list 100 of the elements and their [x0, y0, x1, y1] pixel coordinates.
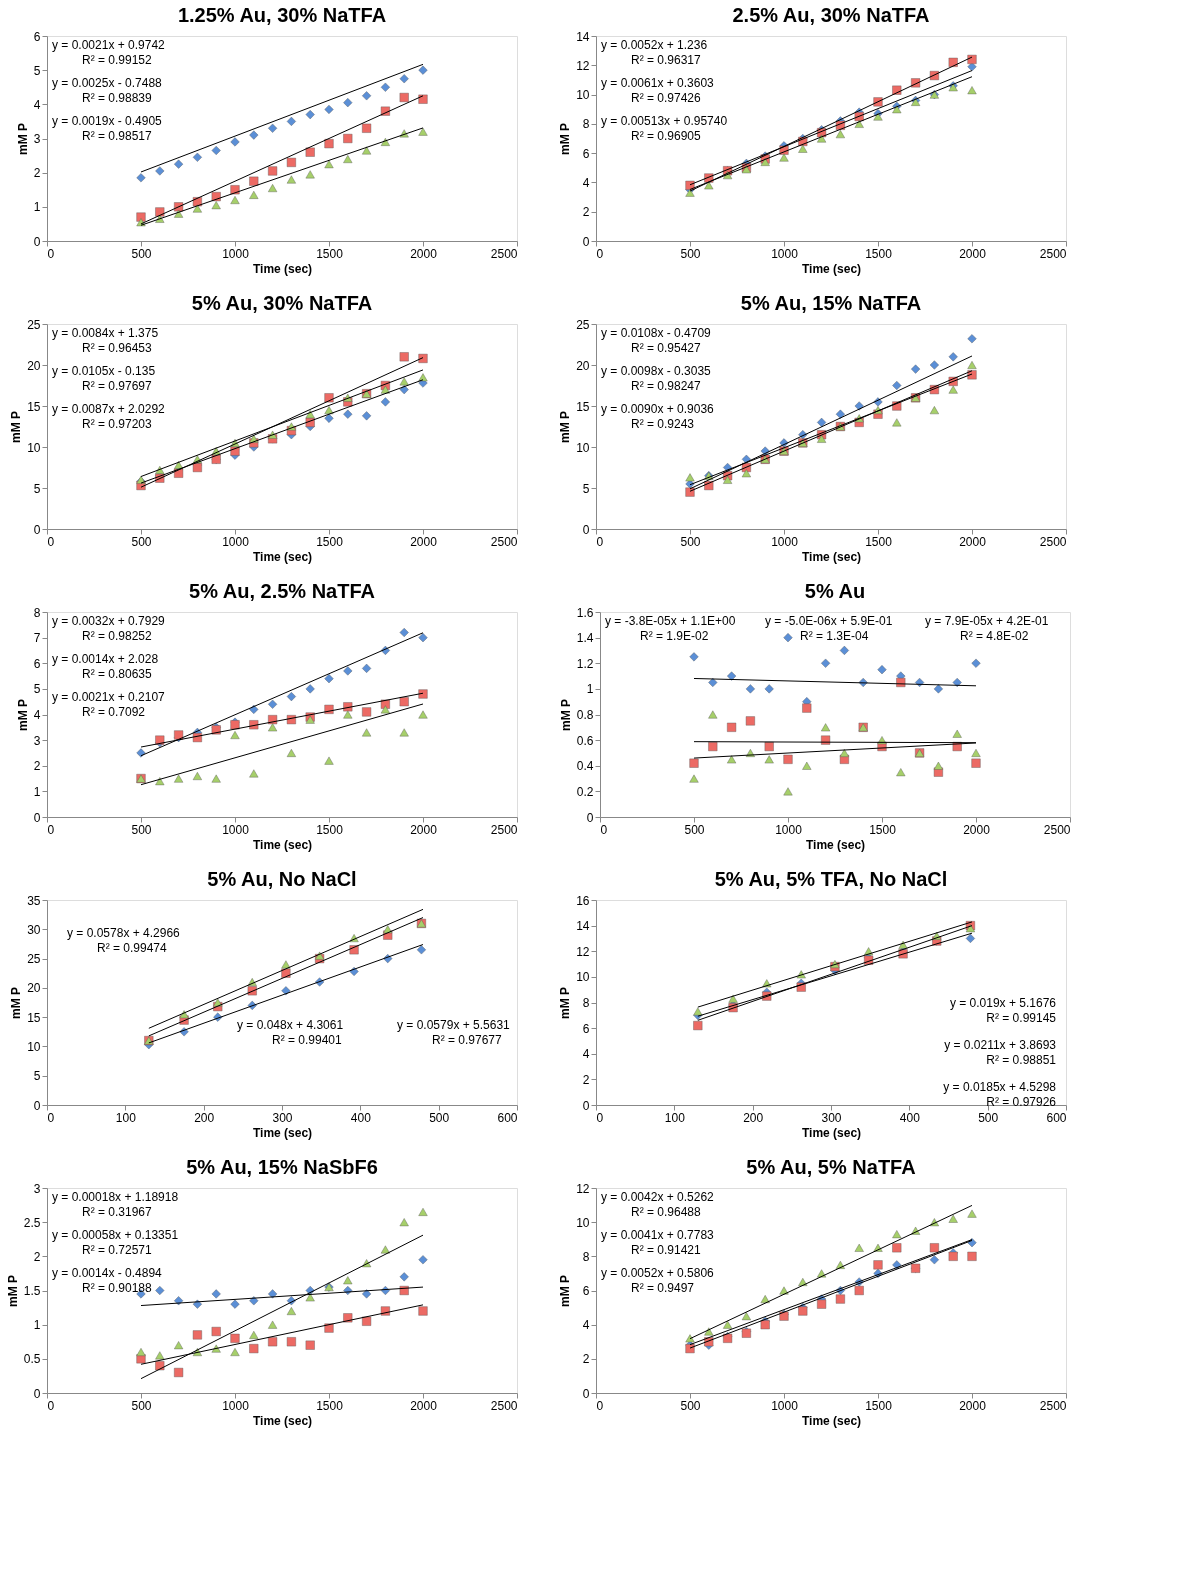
x-tick-label: 100 — [115, 1110, 137, 1125]
annotation: R² = 0.98851 — [986, 1053, 1057, 1067]
chart-title: 5% Au, 5% TFA, No NaCl — [714, 868, 948, 890]
annotation: R² = 0.96317 — [631, 53, 702, 67]
annotation: R² = 0.9243 — [631, 417, 695, 431]
x-tick-label: 1500 — [865, 246, 893, 261]
x-tick-label: 300 — [272, 1110, 293, 1125]
annotation: y = 0.0014x - 0.4894 — [52, 1266, 163, 1280]
x-axis-title: Time (sec) — [801, 1125, 862, 1140]
y-tick-label: 14 — [576, 919, 590, 934]
annotation: y = 0.048x + 4.3061 — [237, 1018, 344, 1032]
y-axis-title: mM P — [15, 122, 30, 156]
x-axis-title: Time (sec) — [801, 549, 862, 564]
y-axis-title: mM P — [558, 410, 573, 444]
y-tick-label: 2 — [582, 1072, 590, 1087]
annotation: R² = 0.98517 — [82, 129, 153, 143]
x-tick-label: 1000 — [222, 1398, 250, 1413]
annotation: R² = 0.99474 — [97, 941, 168, 955]
x-tick-label: 2500 — [1043, 822, 1071, 837]
annotation: y = -3.8E-05x + 1.1E+00 — [605, 614, 736, 628]
annotation: y = 0.00018x + 1.18918 — [52, 1190, 179, 1204]
y-tick-label: 12 — [576, 944, 590, 959]
y-tick-label: 0.5 — [23, 1352, 41, 1367]
annotation: R² = 1.9E-02 — [640, 629, 709, 643]
x-tick-label: 1000 — [771, 534, 799, 549]
x-tick-label: 500 — [684, 822, 705, 837]
x-tick-label: 1500 — [865, 534, 893, 549]
annotation: R² = 0.9497 — [631, 1281, 695, 1295]
x-tick-label: 2500 — [490, 1398, 518, 1413]
y-axis-title: mM P — [5, 1274, 20, 1308]
annotation: R² = 0.97426 — [631, 91, 702, 105]
y-tick-label: 0 — [582, 1098, 590, 1113]
y-tick-label: 1.6 — [576, 605, 594, 620]
y-tick-label: 4 — [582, 1047, 590, 1062]
x-tick-label: 500 — [131, 1398, 152, 1413]
annotation: R² = 0.99152 — [82, 53, 153, 67]
x-tick-label: 300 — [821, 1110, 842, 1125]
y-tick-label: 10 — [576, 1215, 590, 1230]
y-axis-title: mM P — [9, 986, 24, 1020]
chart-title: 5% Au, 30% NaTFA — [191, 292, 373, 314]
x-axis-title: Time (sec) — [252, 1125, 313, 1140]
chart-title: 5% Au, 5% NaTFA — [746, 1156, 916, 1178]
x-tick-label: 500 — [131, 534, 152, 549]
annotation: R² = 0.96453 — [82, 341, 153, 355]
x-tick-label: 1500 — [865, 1398, 893, 1413]
y-tick-label: 0 — [33, 522, 41, 537]
y-tick-label: 6 — [582, 1284, 590, 1298]
y-tick-label: 8 — [582, 996, 590, 1010]
annotation: R² = 0.97697 — [82, 379, 153, 393]
chart-title: 2.5% Au, 30% NaTFA — [732, 4, 930, 26]
x-tick-label: 2500 — [490, 246, 518, 261]
x-tick-label: 400 — [350, 1110, 372, 1125]
annotation: R² = 0.97203 — [82, 417, 153, 431]
y-axis-title: mM P — [558, 122, 573, 156]
y-tick-label: 12 — [576, 58, 590, 73]
x-tick-label: 0 — [596, 534, 604, 549]
y-tick-label: 0.6 — [576, 733, 594, 748]
x-tick-label: 0 — [596, 1398, 604, 1413]
y-tick-label: 0 — [582, 1386, 590, 1401]
y-tick-label: 15 — [27, 399, 41, 414]
y-tick-label: 20 — [576, 358, 590, 373]
y-tick-label: 5 — [33, 63, 41, 78]
chart-title: 5% Au, 15% NaSbF6 — [186, 1156, 378, 1178]
annotation: y = 0.0098x - 0.3035 — [601, 364, 712, 378]
y-tick-label: 2.5 — [23, 1215, 41, 1230]
chart-title: 1.25% Au, 30% NaTFA — [177, 4, 387, 26]
y-axis-title: mM P — [558, 986, 573, 1020]
x-tick-label: 2000 — [410, 246, 438, 261]
annotation: R² = 0.90188 — [82, 1281, 153, 1295]
y-axis-title: mM P — [9, 410, 24, 444]
y-tick-label: 8 — [582, 1249, 590, 1264]
y-axis-title: mM P — [558, 698, 573, 732]
x-tick-label: 0 — [47, 534, 55, 549]
x-axis-title: Time (sec) — [801, 261, 862, 276]
y-tick-label: 6 — [33, 29, 41, 44]
y-tick-label: 6 — [582, 1021, 590, 1036]
y-tick-label: 25 — [27, 952, 41, 967]
y-tick-label: 5 — [582, 481, 590, 496]
annotation: y = 0.0052x + 0.5806 — [601, 1266, 715, 1280]
y-tick-label: 1 — [33, 784, 41, 799]
annotation: y = 0.0084x + 1.375 — [52, 326, 159, 340]
y-tick-label: 2 — [33, 1249, 41, 1264]
annotation: y = 0.0185x + 4.5298 — [943, 1080, 1057, 1094]
x-axis-title: Time (sec) — [252, 837, 313, 852]
annotation: y = 0.0090x + 0.9036 — [601, 402, 715, 416]
x-tick-label: 2000 — [959, 246, 987, 261]
annotation: R² = 0.99145 — [986, 1011, 1057, 1025]
x-tick-label: 1500 — [316, 1398, 344, 1413]
y-tick-label: 7 — [33, 631, 41, 646]
x-tick-label: 500 — [131, 822, 152, 837]
annotation: R² = 0.91421 — [631, 1243, 702, 1257]
annotation: R² = 0.99401 — [272, 1033, 343, 1047]
x-tick-label: 0 — [47, 1398, 55, 1413]
annotation: y = 0.0041x + 0.7783 — [601, 1228, 715, 1242]
x-tick-label: 600 — [497, 1110, 518, 1125]
x-tick-label: 1000 — [222, 534, 250, 549]
y-tick-label: 10 — [576, 440, 590, 455]
y-tick-label: 3 — [33, 1181, 41, 1196]
y-tick-label: 1 — [33, 1318, 41, 1333]
chart-title: 5% Au, 2.5% NaTFA — [189, 580, 375, 602]
